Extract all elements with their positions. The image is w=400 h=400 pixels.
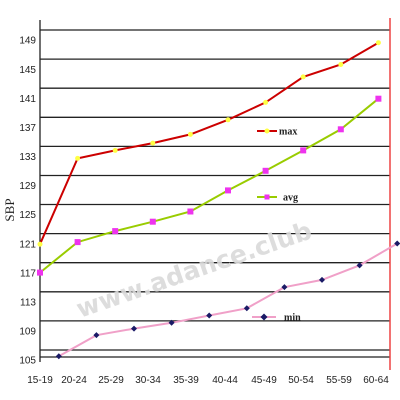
series-avg-point-35-39 bbox=[187, 208, 194, 215]
x-tick-label: 50-54 bbox=[288, 375, 314, 386]
series-avg-point-55-59 bbox=[337, 126, 344, 133]
legend-min-marker bbox=[260, 313, 268, 321]
series-avg-point-15-19 bbox=[37, 269, 43, 276]
x-tick-label: 35-39 bbox=[173, 375, 199, 386]
legend-max-marker bbox=[264, 128, 270, 134]
series-avg-point-60-64 bbox=[375, 95, 382, 102]
series-avg-point-40-44 bbox=[225, 187, 231, 194]
y-tick-label: 133 bbox=[19, 152, 36, 163]
legend-min-label: min bbox=[284, 313, 301, 324]
x-tick-label: 40-44 bbox=[212, 375, 238, 386]
series-min-point-20-24 bbox=[93, 332, 100, 339]
series-max-point-35-39 bbox=[187, 131, 193, 137]
series-avg-point-30-34 bbox=[149, 218, 156, 225]
x-tick-label: 60-64 bbox=[363, 375, 389, 386]
series-max-point-45-49 bbox=[263, 99, 269, 105]
series-min-point-35-39 bbox=[206, 312, 213, 319]
y-axis-label: SBP bbox=[2, 198, 17, 221]
series-max-point-55-59 bbox=[338, 62, 344, 67]
series-min-point-15-19 bbox=[55, 353, 62, 360]
y-tick-label: 141 bbox=[19, 94, 36, 105]
series-min-point-45-49 bbox=[281, 284, 288, 291]
y-tick-label: 137 bbox=[19, 123, 36, 134]
series-max-point-60-64 bbox=[375, 40, 381, 46]
legend-avg: avg bbox=[257, 193, 298, 204]
y-tick-label: 117 bbox=[20, 268, 36, 279]
legend-max: max bbox=[257, 127, 297, 138]
series-max-point-30-34 bbox=[150, 140, 156, 146]
series-avg-point-50-54 bbox=[300, 147, 307, 154]
series-max-point-50-54 bbox=[300, 74, 306, 80]
x-tick-label: 25-29 bbox=[98, 375, 124, 386]
x-tick-label: 20-24 bbox=[61, 375, 87, 386]
series-avg-point-20-24 bbox=[74, 239, 81, 246]
y-tick-label: 145 bbox=[19, 65, 36, 76]
y-tick-label: 129 bbox=[19, 181, 36, 192]
series-min-line bbox=[58, 242, 398, 358]
legend-min: min bbox=[252, 313, 301, 324]
y-tick-label: 121 bbox=[19, 239, 36, 250]
series-min-point-30-34 bbox=[168, 319, 175, 326]
series-max-line bbox=[39, 41, 379, 245]
series-avg-point-45-49 bbox=[262, 167, 269, 174]
series-avg-point-25-29 bbox=[112, 228, 119, 235]
x-tick-label: 15-19 bbox=[27, 375, 53, 386]
x-tick-label: 55-59 bbox=[326, 375, 352, 386]
series-max-point-25-29 bbox=[112, 147, 118, 153]
series-min-point-50-54 bbox=[319, 276, 325, 283]
legend-avg-marker bbox=[264, 194, 270, 200]
y-tick-label: 105 bbox=[19, 356, 36, 367]
series-min-point-55-59 bbox=[356, 262, 363, 269]
series-max-point-40-44 bbox=[225, 117, 231, 123]
x-tick-label: 30-34 bbox=[135, 375, 161, 386]
series-avg-line bbox=[39, 97, 380, 274]
series-max-point-15-19 bbox=[37, 241, 43, 247]
series-layer bbox=[37, 40, 400, 360]
legend-max-label: max bbox=[279, 127, 297, 138]
y-tick-label: 109 bbox=[19, 327, 36, 338]
series-min-point-60-64 bbox=[394, 240, 400, 247]
series-min-point-40-44 bbox=[243, 305, 250, 312]
y-tick-label: 113 bbox=[20, 298, 36, 309]
legend-avg-label: avg bbox=[283, 193, 298, 204]
series-max-point-20-24 bbox=[75, 155, 81, 161]
y-tick-label: 149 bbox=[19, 36, 36, 47]
series-min-point-25-29 bbox=[131, 325, 137, 332]
y-tick-label: 125 bbox=[19, 210, 36, 221]
x-tick-label: 45-49 bbox=[251, 375, 277, 386]
